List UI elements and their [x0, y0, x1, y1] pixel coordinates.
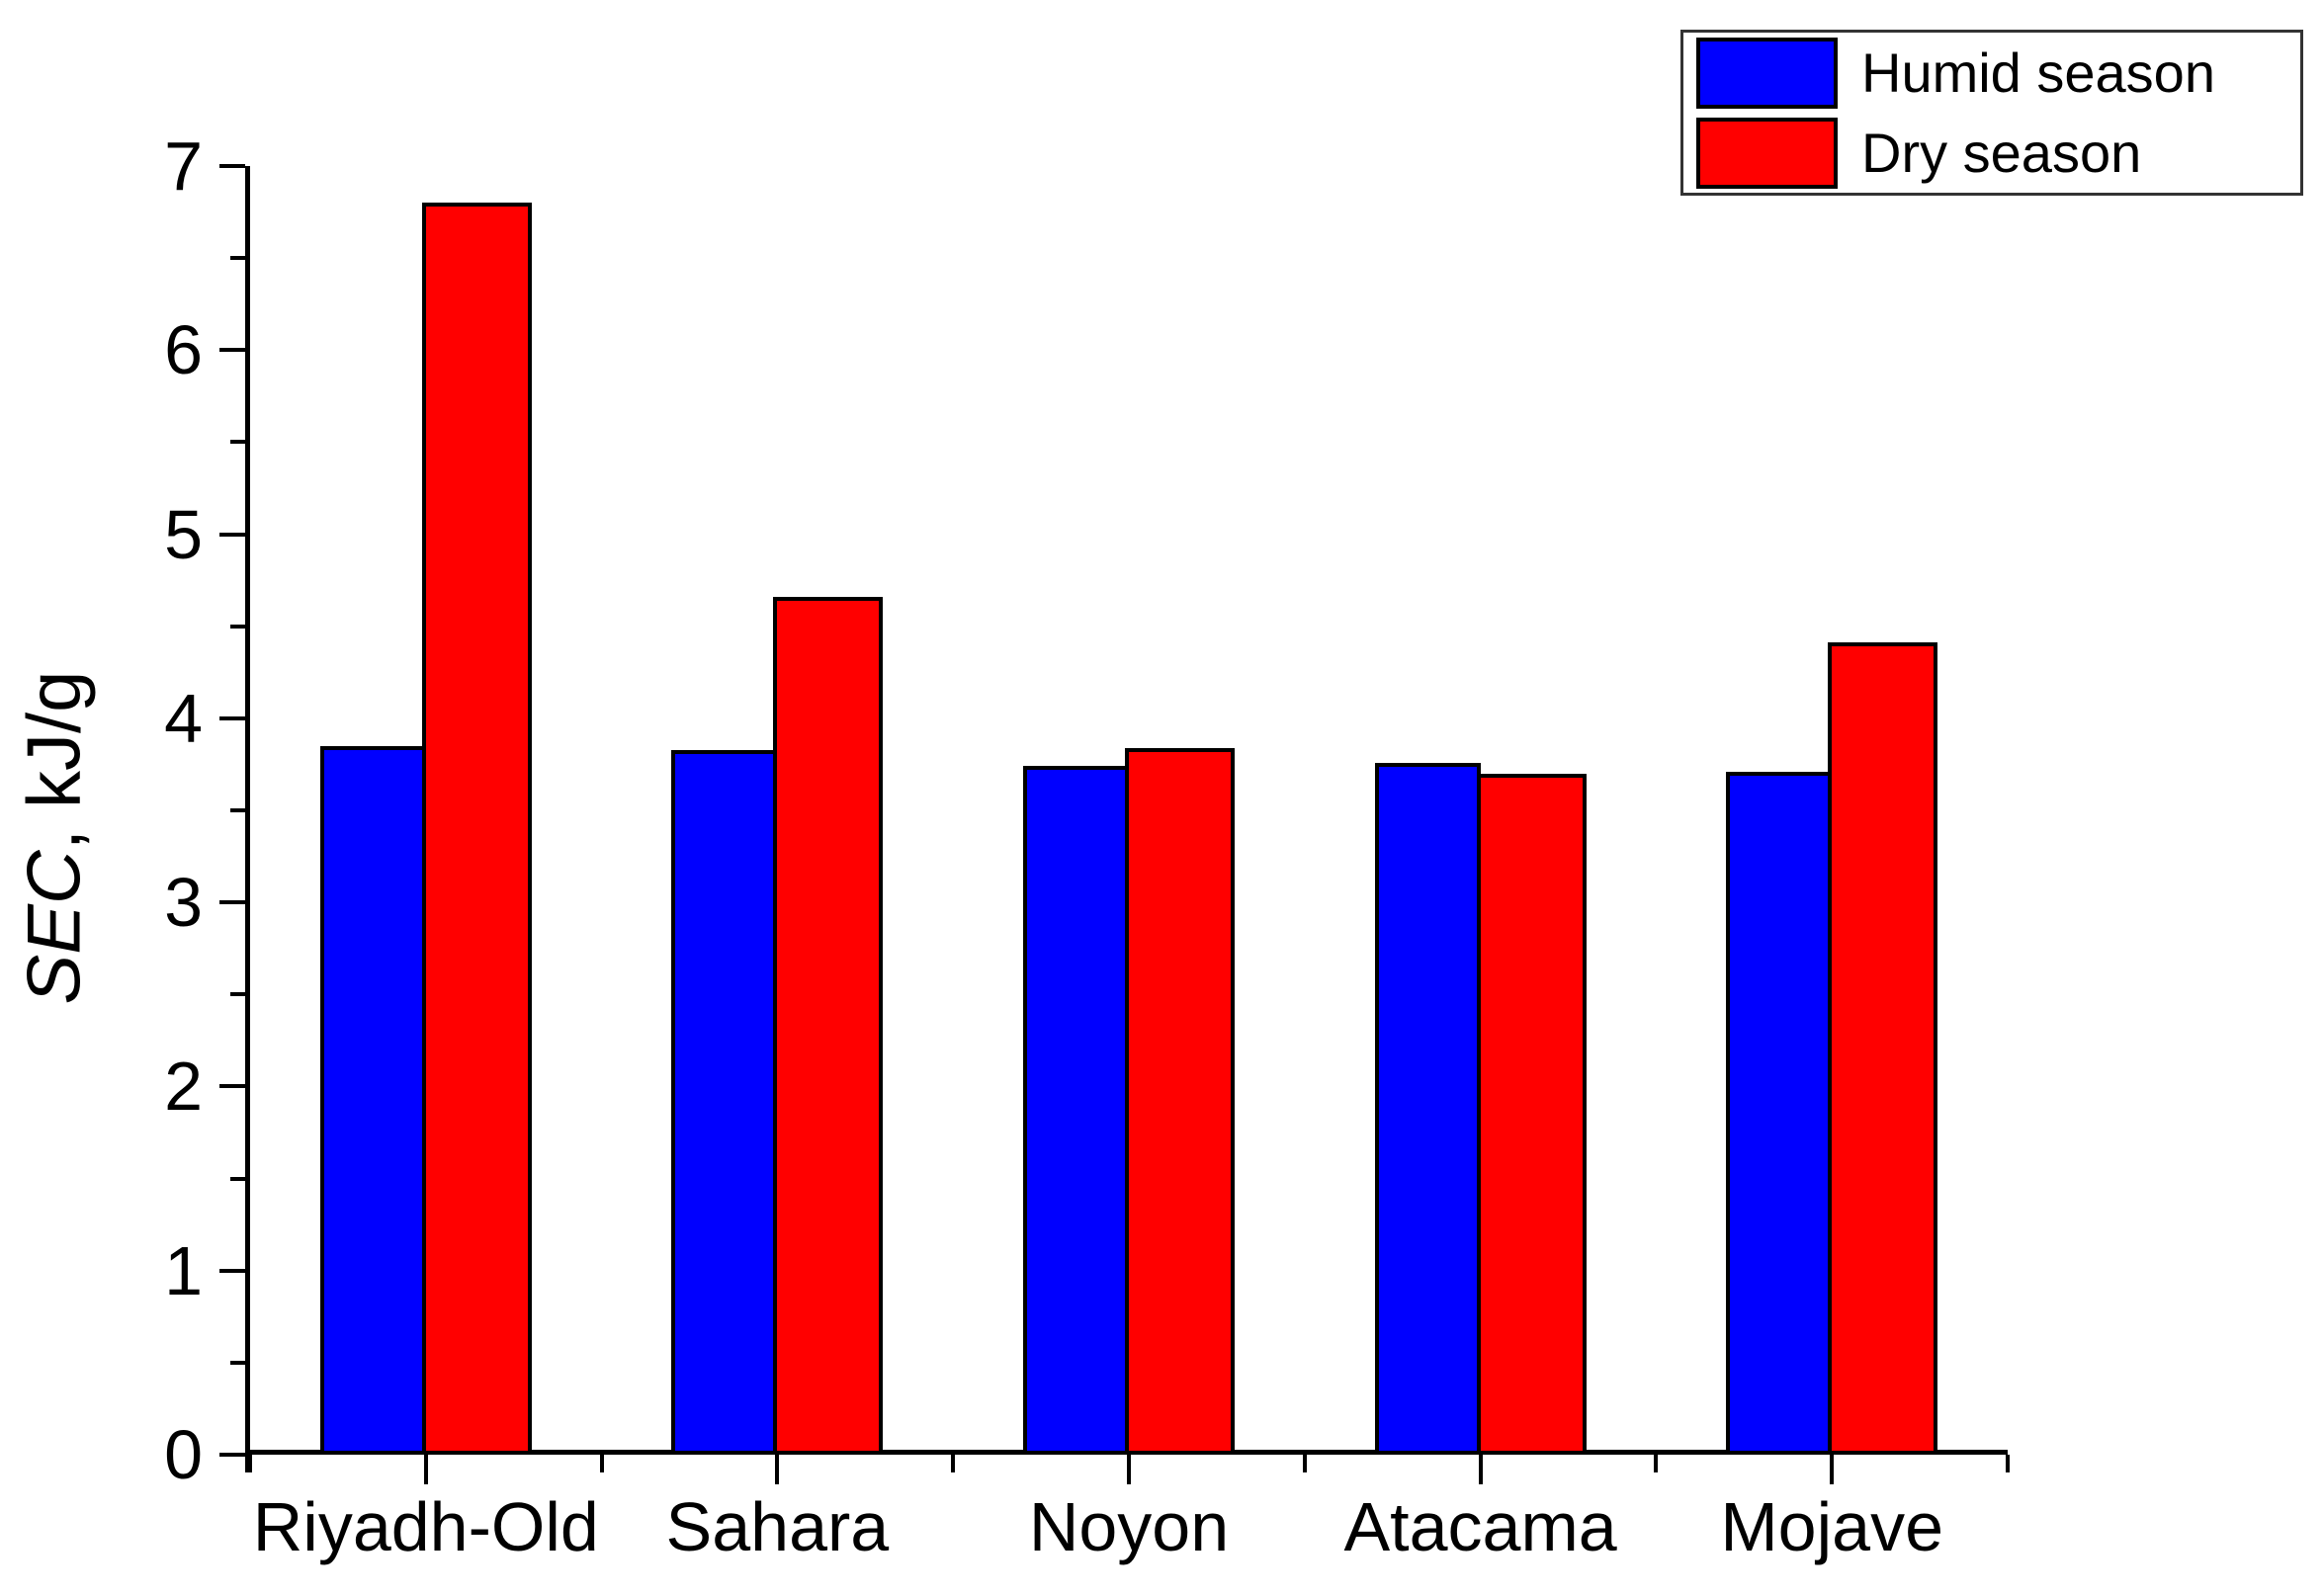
y-major-tick [219, 348, 245, 353]
y-major-tick [219, 164, 245, 168]
legend-swatch-dry-season [1696, 117, 1838, 189]
y-minor-tick [230, 256, 245, 261]
y-tick-label: 4 [164, 679, 203, 757]
bar-dry-season-atacama [1476, 773, 1587, 1455]
y-major-tick [219, 900, 245, 905]
y-tick-label: 7 [164, 127, 203, 205]
y-tick-label: 2 [164, 1048, 203, 1126]
x-minor-tick [2006, 1455, 2010, 1472]
y-minor-tick [230, 624, 245, 629]
y-tick-label: 0 [164, 1416, 203, 1493]
x-major-tick [423, 1455, 428, 1484]
x-major-tick [1127, 1455, 1131, 1484]
x-major-tick [775, 1455, 780, 1484]
legend-item-humid-season: Humid season [1696, 37, 2300, 109]
y-minor-tick [230, 1176, 245, 1181]
y-axis-title-units: , kJ/g [12, 670, 97, 851]
y-major-tick [219, 1268, 245, 1273]
bar-humid-season-mojave [1726, 771, 1833, 1455]
y-axis-title-variable: SEC [12, 850, 97, 1005]
bar-humid-season-sahara [671, 749, 778, 1455]
bar-humid-season-noyon [1023, 766, 1129, 1455]
y-minor-tick [230, 808, 245, 812]
legend-swatch-humid-season [1696, 37, 1838, 109]
y-major-tick [219, 532, 245, 537]
y-major-tick [219, 1084, 245, 1089]
y-major-tick [219, 1453, 245, 1457]
y-minor-tick [230, 1360, 245, 1365]
x-category-label-sahara: Sahara [665, 1488, 890, 1565]
y-minor-tick [230, 440, 245, 445]
x-category-label-riyadh-old: Riyadh-Old [252, 1488, 599, 1565]
bar-dry-season-noyon [1125, 747, 1235, 1455]
legend-label-dry-season: Dry season [1861, 121, 2142, 184]
x-category-label-atacama: Atacama [1343, 1488, 1617, 1565]
bar-dry-season-sahara [773, 596, 884, 1455]
x-minor-tick [1302, 1455, 1307, 1472]
y-tick-label: 6 [164, 311, 203, 389]
y-minor-tick [230, 992, 245, 997]
x-major-tick [1830, 1455, 1835, 1484]
y-axis-line [245, 166, 250, 1472]
x-minor-tick [1654, 1455, 1659, 1472]
legend-item-dry-season: Dry season [1696, 117, 2300, 189]
x-category-label-noyon: Noyon [1028, 1488, 1230, 1565]
x-category-label-mojave: Mojave [1720, 1488, 1944, 1565]
bar-dry-season-mojave [1828, 642, 1938, 1455]
y-tick-label: 1 [164, 1231, 203, 1309]
x-minor-tick [951, 1455, 956, 1472]
x-minor-tick [599, 1455, 604, 1472]
bar-dry-season-riyadh-old [421, 203, 532, 1455]
y-tick-label: 5 [164, 495, 203, 573]
y-major-tick [219, 715, 245, 720]
legend: Humid season Dry season [1680, 30, 2303, 196]
bar-humid-season-atacama [1374, 762, 1481, 1455]
x-major-tick [1478, 1455, 1483, 1484]
legend-label-humid-season: Humid season [1861, 41, 2215, 104]
y-tick-label: 3 [164, 864, 203, 942]
x-minor-tick [248, 1455, 252, 1472]
bar-humid-season-riyadh-old [319, 745, 426, 1455]
y-axis-title: SEC, kJ/g [8, 443, 102, 1233]
